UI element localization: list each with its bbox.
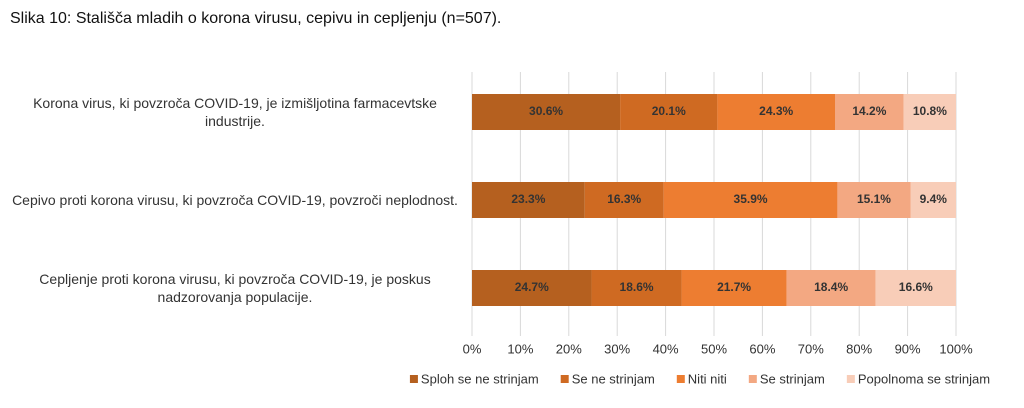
x-tick-label: 70% [798,341,824,356]
bar-segment [591,270,682,306]
x-tick-label: 60% [749,341,775,356]
data-label: 10.8% [913,104,947,118]
data-label: 21.7% [717,280,751,294]
x-tick-label: 10% [507,341,533,356]
bar-segment [472,94,621,130]
legend-swatch [409,375,418,383]
category-label: Korona virus, ki povzroča COVID-19, je i… [33,95,437,129]
data-label: 15.1% [857,192,891,206]
bar-segment [835,94,904,130]
bar-segment [910,182,956,218]
bar-segment [875,270,956,306]
data-label: 24.3% [759,104,793,118]
data-label: 14.2% [852,104,886,118]
data-label: 30.6% [529,104,563,118]
x-tick-label: 20% [556,341,582,356]
data-label: 35.9% [734,192,768,206]
data-label: 16.3% [607,192,641,206]
data-label: 16.6% [899,280,933,294]
bar-segment [681,270,787,306]
x-tick-label: 80% [846,341,872,356]
bar-segment [620,94,718,130]
legend-swatch [676,375,685,383]
bar-segment [584,182,664,218]
bar-segment [903,94,956,130]
legend-label: Se ne strinjam [572,371,655,386]
x-tick-label: 90% [895,341,921,356]
data-label: 9.4% [920,192,948,206]
data-label: 18.4% [814,280,848,294]
legend-swatch [560,375,569,383]
legend-label: Niti niti [688,371,727,386]
legend-swatch [748,375,757,383]
x-tick-label: 30% [604,341,630,356]
bar-segment [717,94,835,130]
bar-segment [472,270,592,306]
x-tick-label: 40% [653,341,679,356]
x-tick-label: 100% [939,341,973,356]
bar-segment [837,182,911,218]
x-tick-label: 50% [701,341,727,356]
bar-segment [472,182,585,218]
legend-label: Se strinjam [760,371,825,386]
x-tick-label: 0% [463,341,482,356]
bar-segment [663,182,838,218]
category-label: Cepivo proti korona virusu, ki povzroča … [12,192,458,208]
legend-label: Popolnoma se strinjam [858,371,990,386]
chart-title: Slika 10: Stališča mladih o korona virus… [10,10,502,27]
data-label: 24.7% [515,280,549,294]
data-label: 23.3% [511,192,545,206]
data-label: 20.1% [652,104,686,118]
bar-segment [786,270,876,306]
category-label: Cepljenje proti korona virusu, ki povzro… [39,271,431,305]
legend-swatch [846,375,855,383]
data-label: 18.6% [620,280,654,294]
legend-label: Sploh se ne strinjam [421,371,539,386]
